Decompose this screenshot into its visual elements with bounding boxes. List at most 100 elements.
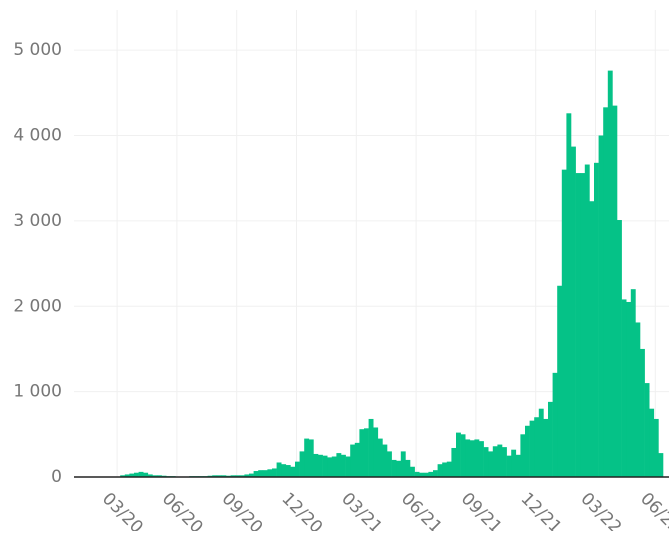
bar bbox=[649, 409, 654, 477]
bar bbox=[511, 450, 516, 477]
bar bbox=[488, 451, 493, 477]
bar bbox=[461, 434, 466, 477]
bar bbox=[594, 163, 599, 477]
bar bbox=[267, 469, 272, 477]
bar bbox=[428, 472, 433, 477]
bar bbox=[139, 472, 144, 477]
bar bbox=[456, 433, 461, 477]
bar bbox=[525, 426, 530, 477]
x-tick-label: 06/20 bbox=[158, 489, 207, 531]
bar bbox=[313, 454, 318, 477]
bar bbox=[645, 383, 650, 477]
y-tick-label: 0 bbox=[51, 467, 62, 487]
bar bbox=[438, 464, 443, 477]
bar bbox=[548, 402, 553, 477]
bar bbox=[447, 462, 452, 477]
bar bbox=[585, 165, 590, 477]
bar bbox=[640, 349, 645, 477]
bar bbox=[281, 464, 286, 477]
bar bbox=[654, 419, 659, 477]
bar bbox=[562, 170, 567, 477]
bar bbox=[364, 428, 369, 477]
bar bbox=[589, 201, 594, 477]
bar bbox=[474, 439, 479, 477]
bar bbox=[323, 456, 328, 477]
bar bbox=[277, 462, 282, 477]
bar bbox=[599, 136, 604, 477]
bar bbox=[470, 440, 475, 477]
bar bbox=[553, 373, 558, 477]
x-tick-label: 03/20 bbox=[98, 489, 147, 531]
bar bbox=[580, 173, 585, 477]
x-tick-label: 09/21 bbox=[457, 489, 506, 531]
bar bbox=[433, 470, 438, 477]
bar bbox=[396, 461, 401, 477]
bar bbox=[382, 445, 387, 477]
bar bbox=[566, 113, 571, 477]
x-tick-label: 09/20 bbox=[218, 489, 267, 531]
bar bbox=[451, 448, 456, 477]
bar bbox=[534, 417, 539, 477]
bar bbox=[410, 467, 415, 477]
bar bbox=[405, 460, 410, 477]
x-tick-label: 06/21 bbox=[397, 489, 446, 531]
bar bbox=[617, 220, 622, 477]
bar bbox=[543, 419, 548, 477]
bar bbox=[557, 286, 562, 477]
bar bbox=[332, 457, 337, 477]
bar bbox=[300, 451, 305, 477]
bar bbox=[272, 468, 277, 477]
x-tick-label: 03/21 bbox=[337, 489, 386, 531]
bar bbox=[378, 439, 383, 477]
bar bbox=[612, 106, 617, 477]
bar bbox=[401, 451, 406, 477]
bar bbox=[502, 447, 507, 477]
x-tick-label: 12/20 bbox=[277, 489, 326, 531]
bar bbox=[355, 443, 360, 477]
bar bbox=[465, 439, 470, 477]
bar bbox=[479, 441, 484, 477]
bar bbox=[635, 322, 640, 477]
bar bbox=[304, 439, 309, 477]
bar bbox=[263, 470, 268, 477]
bar bbox=[608, 71, 613, 477]
bar bbox=[359, 429, 364, 477]
bar bbox=[350, 445, 355, 477]
bar bbox=[336, 453, 341, 477]
bar bbox=[539, 409, 544, 477]
bar bbox=[571, 147, 576, 477]
x-tick-label: 12/21 bbox=[517, 489, 566, 531]
bar bbox=[341, 455, 346, 477]
bar bbox=[258, 470, 263, 477]
bar bbox=[295, 462, 300, 477]
bar bbox=[392, 460, 397, 477]
bar bbox=[603, 107, 608, 477]
y-tick-label: 2 000 bbox=[13, 296, 62, 316]
y-tick-label: 1 000 bbox=[13, 382, 62, 402]
bar bbox=[373, 427, 378, 477]
bar bbox=[576, 173, 581, 477]
bar bbox=[442, 462, 447, 477]
bar bbox=[622, 299, 627, 477]
bar bbox=[286, 465, 291, 477]
bar bbox=[631, 289, 636, 477]
bar bbox=[516, 455, 521, 477]
x-tick-label: 06/22 bbox=[636, 489, 669, 531]
bar bbox=[327, 457, 332, 477]
bar bbox=[309, 439, 314, 477]
bar bbox=[346, 457, 351, 477]
x-tick-label: 03/22 bbox=[576, 489, 625, 531]
bar bbox=[493, 446, 498, 477]
bar bbox=[290, 467, 295, 477]
bar bbox=[626, 302, 631, 477]
y-tick-label: 3 000 bbox=[13, 211, 62, 231]
bar bbox=[658, 453, 663, 477]
bar bbox=[507, 456, 512, 477]
bar bbox=[254, 471, 259, 477]
bar bbox=[318, 455, 323, 477]
bar bbox=[369, 419, 374, 477]
bar bbox=[484, 447, 489, 477]
y-tick-label: 4 000 bbox=[13, 126, 62, 146]
bar bbox=[497, 445, 502, 477]
